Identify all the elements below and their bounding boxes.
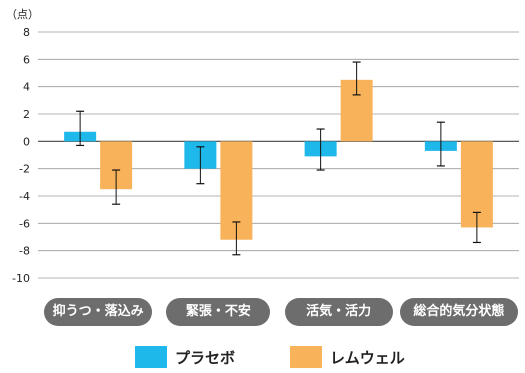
y-tick-label: -4 [19, 190, 30, 203]
legend-swatch-placebo [135, 346, 167, 368]
category-label: 緊張・不安 [166, 298, 271, 326]
legend-item-remwell: レムウェル [290, 344, 405, 370]
y-tick-label: -2 [19, 163, 30, 176]
category-label: 総合的気分状態 [399, 298, 518, 326]
y-tick-label: 4 [23, 81, 30, 94]
category-label: 抑うつ・落込み [44, 298, 153, 326]
y-tick-label: 0 [23, 135, 30, 148]
legend-label-remwell: レムウェル [330, 348, 405, 367]
category-label: 活気・活力 [284, 298, 393, 326]
y-tick-label: 6 [23, 53, 30, 66]
y-tick-label: 8 [23, 26, 30, 39]
legend-swatch-remwell [290, 346, 322, 368]
y-tick-label: 2 [23, 108, 30, 121]
y-tick-label: -8 [19, 245, 30, 258]
legend-item-placebo: プラセボ [135, 344, 235, 370]
y-tick-label: -6 [19, 217, 30, 230]
legend-label-placebo: プラセボ [175, 348, 236, 367]
y-tick-label: -10 [12, 272, 30, 285]
unit-label: （点） [6, 8, 39, 21]
